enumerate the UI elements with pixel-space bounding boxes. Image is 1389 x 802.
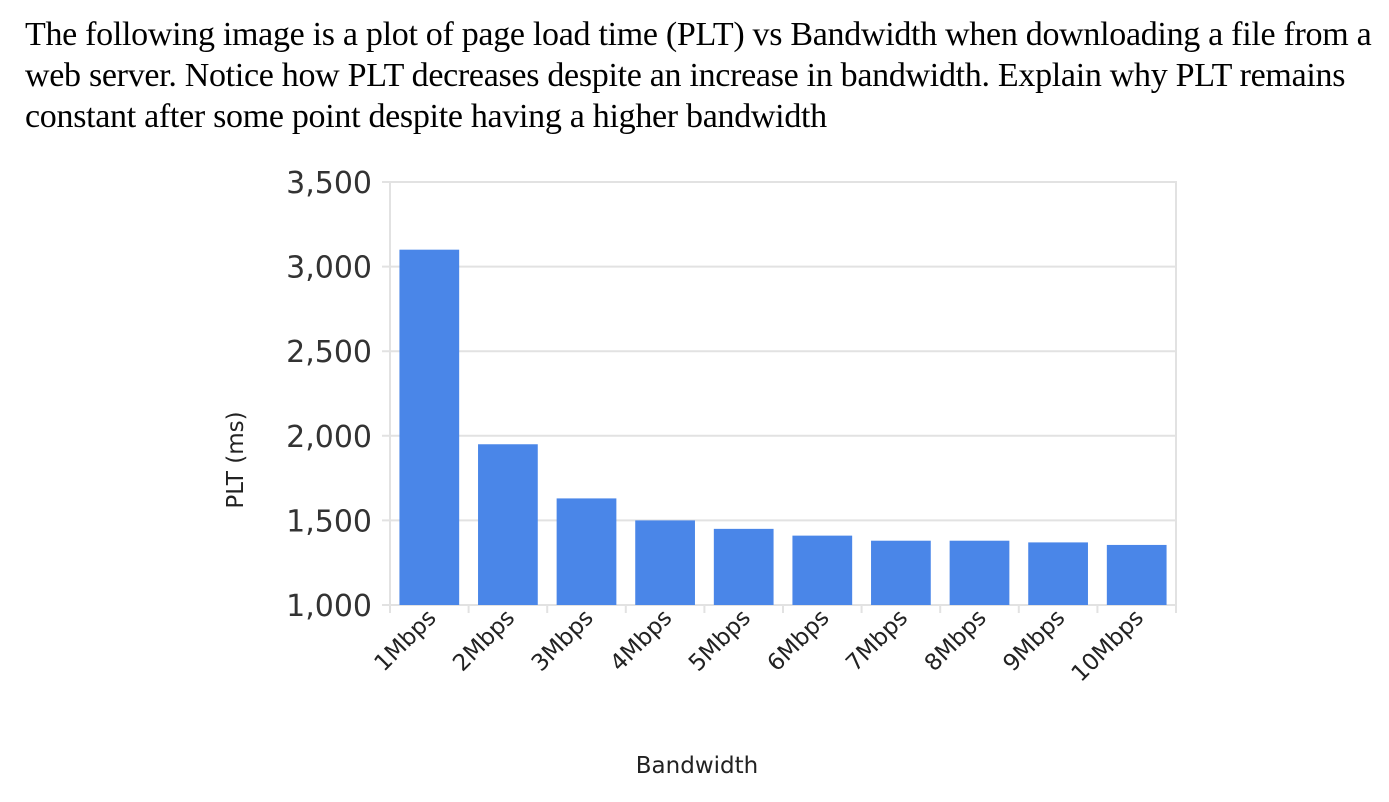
- question-text: The following image is a plot of page lo…: [25, 16, 1372, 135]
- bar: [871, 540, 931, 605]
- x-category-label: 5Mbps: [684, 605, 756, 677]
- bar: [478, 444, 538, 605]
- x-category-label: 10Mbps: [1067, 605, 1149, 687]
- bar: [713, 528, 774, 605]
- x-category-label: 3Mbps: [527, 605, 599, 677]
- y-tick-label: 2,000: [286, 420, 372, 455]
- x-axis-title: Bandwidth: [636, 753, 758, 779]
- x-category-label: 1Mbps: [370, 605, 442, 677]
- y-tick-label: 1,500: [286, 504, 372, 539]
- y-tick-label: 3,000: [286, 251, 372, 286]
- bar: [556, 498, 617, 605]
- y-tick-label: 2,500: [286, 335, 372, 370]
- x-category-label: 4Mbps: [605, 605, 677, 677]
- bar: [399, 249, 460, 605]
- bar: [1106, 544, 1167, 605]
- y-tick-label: 3,500: [286, 166, 372, 201]
- x-category-label: 8Mbps: [920, 605, 992, 677]
- bar: [635, 520, 695, 605]
- bar: [1028, 542, 1088, 605]
- x-category-label: 2Mbps: [448, 605, 520, 677]
- y-axis-title: PLT (ms): [223, 411, 249, 508]
- bar: [949, 540, 1010, 605]
- x-category-label: 7Mbps: [841, 605, 913, 677]
- y-tick-label: 1,000: [286, 589, 372, 624]
- x-category-label: 9Mbps: [998, 605, 1070, 677]
- x-category-label: 6Mbps: [763, 605, 835, 677]
- bar: [792, 535, 853, 605]
